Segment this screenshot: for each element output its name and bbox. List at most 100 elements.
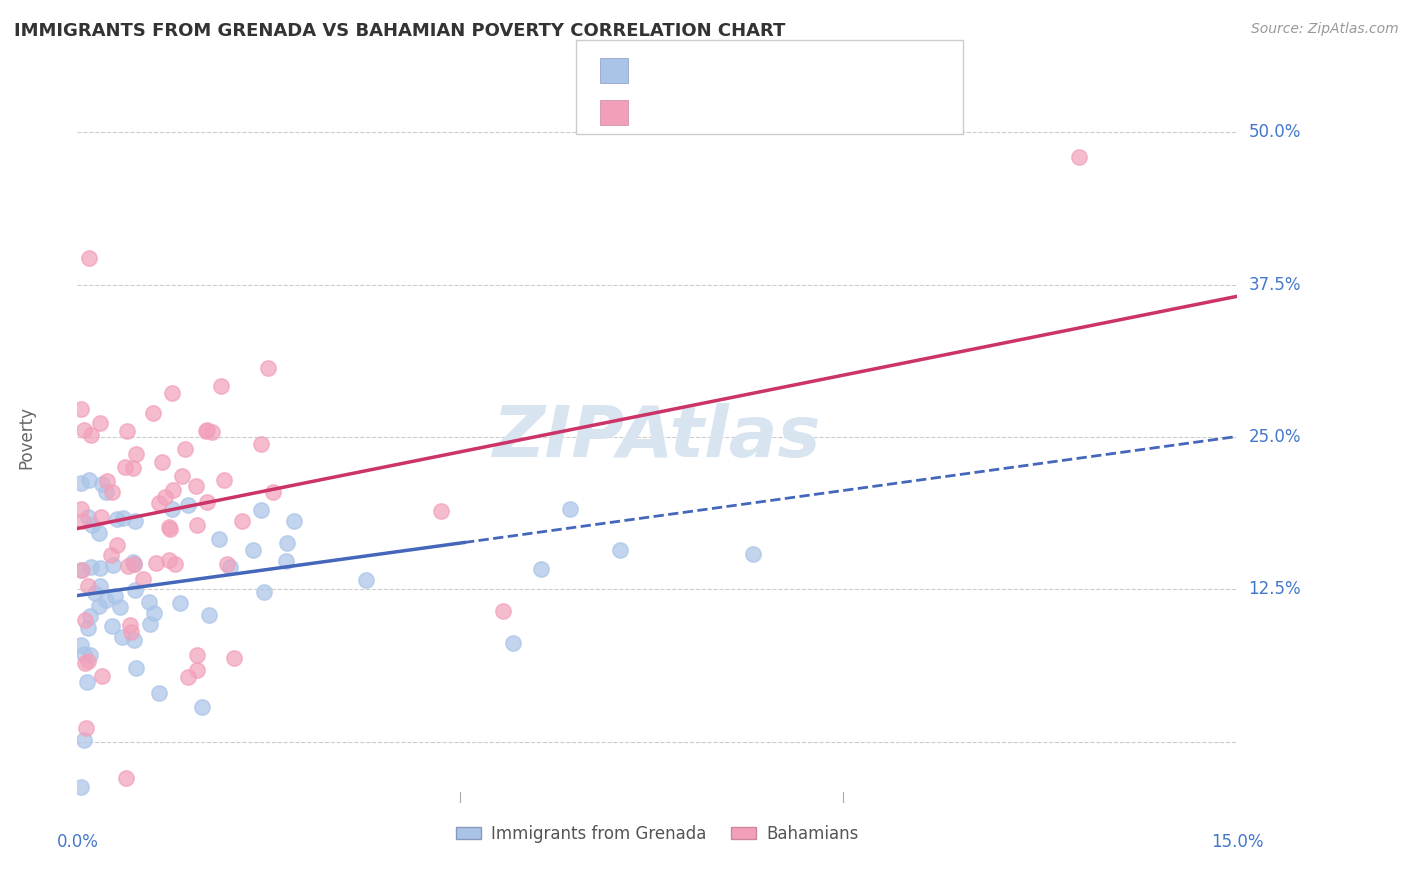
Point: [148, 495, 170, 509]
Point: [208, 532, 231, 546]
Point: [173, 442, 195, 456]
Text: 12.5%: 12.5%: [1249, 581, 1301, 599]
Point: [70, 501, 93, 516]
Point: [145, 556, 167, 570]
Point: [124, 583, 146, 598]
Point: [162, 483, 184, 497]
Point: [150, 455, 173, 469]
Point: [105, 538, 128, 552]
Point: [70, 475, 93, 490]
Text: IMMIGRANTS FROM GRENADA VS BAHAMIAN POVERTY CORRELATION CHART: IMMIGRANTS FROM GRENADA VS BAHAMIAN POVE…: [14, 22, 786, 40]
Point: [274, 553, 297, 567]
Point: [283, 514, 305, 528]
Point: [89, 416, 111, 430]
Point: [111, 630, 134, 644]
Point: [212, 473, 235, 487]
Point: [80, 560, 103, 574]
Point: [115, 424, 138, 438]
Point: [252, 585, 274, 599]
Point: [222, 651, 245, 665]
Point: [138, 617, 160, 632]
Point: [103, 558, 125, 572]
Point: [195, 423, 218, 437]
Point: [609, 542, 631, 557]
Point: [77, 579, 100, 593]
Point: [198, 608, 221, 623]
Point: [70, 638, 93, 652]
Point: [186, 663, 208, 677]
Point: [186, 648, 208, 662]
Point: [195, 495, 218, 509]
Point: [177, 670, 200, 684]
Point: [72, 563, 94, 577]
Point: [89, 561, 111, 575]
Text: Source: ZipAtlas.com: Source: ZipAtlas.com: [1251, 22, 1399, 37]
Point: [186, 479, 208, 493]
Point: [162, 502, 184, 516]
Point: [160, 386, 183, 401]
Text: 0.0%: 0.0%: [56, 833, 98, 851]
Point: [195, 424, 218, 438]
Point: [492, 604, 515, 618]
Legend: Immigrants from Grenada, Bahamians: Immigrants from Grenada, Bahamians: [450, 818, 865, 849]
Point: [122, 557, 145, 571]
Point: [73, 647, 96, 661]
Point: [76, 621, 98, 635]
Point: [157, 520, 180, 534]
Point: [79, 609, 101, 624]
Point: [530, 561, 553, 575]
Point: [170, 468, 193, 483]
Point: [276, 535, 298, 549]
Point: [560, 501, 582, 516]
Text: R =  0.164   N = 58: R = 0.164 N = 58: [643, 61, 834, 79]
Point: [231, 514, 253, 528]
Point: [117, 559, 139, 574]
Point: [73, 733, 96, 747]
Point: [430, 504, 453, 518]
Point: [91, 477, 114, 491]
Point: [124, 514, 146, 528]
Point: [122, 460, 145, 475]
Point: [741, 547, 763, 561]
Point: [76, 509, 98, 524]
Point: [242, 542, 264, 557]
Point: [82, 518, 104, 533]
Point: [153, 490, 176, 504]
Point: [114, 460, 136, 475]
Point: [148, 685, 170, 699]
Point: [186, 517, 208, 532]
Point: [125, 447, 148, 461]
Point: [121, 554, 143, 568]
Point: [75, 721, 97, 735]
Point: [79, 252, 101, 266]
Text: Poverty: Poverty: [18, 406, 35, 468]
Point: [70, 401, 93, 416]
Text: 37.5%: 37.5%: [1249, 276, 1301, 293]
Text: 50.0%: 50.0%: [1249, 123, 1301, 141]
Point: [87, 526, 110, 541]
Point: [70, 563, 93, 577]
Point: [72, 514, 94, 528]
Point: [105, 512, 128, 526]
Point: [84, 585, 107, 599]
Point: [89, 579, 111, 593]
Point: [91, 669, 114, 683]
Point: [163, 558, 186, 572]
Point: [209, 378, 232, 392]
Point: [94, 485, 117, 500]
Point: [101, 619, 124, 633]
Point: [157, 553, 180, 567]
Point: [132, 572, 155, 586]
Point: [115, 771, 138, 785]
Point: [120, 618, 142, 632]
Point: [250, 503, 273, 517]
Point: [122, 557, 145, 571]
Point: [112, 511, 135, 525]
Point: [76, 674, 98, 689]
Point: [80, 428, 103, 442]
Text: 15.0%: 15.0%: [1211, 833, 1264, 851]
Point: [215, 557, 238, 571]
Point: [108, 599, 131, 614]
Point: [257, 360, 280, 375]
Point: [96, 474, 118, 488]
